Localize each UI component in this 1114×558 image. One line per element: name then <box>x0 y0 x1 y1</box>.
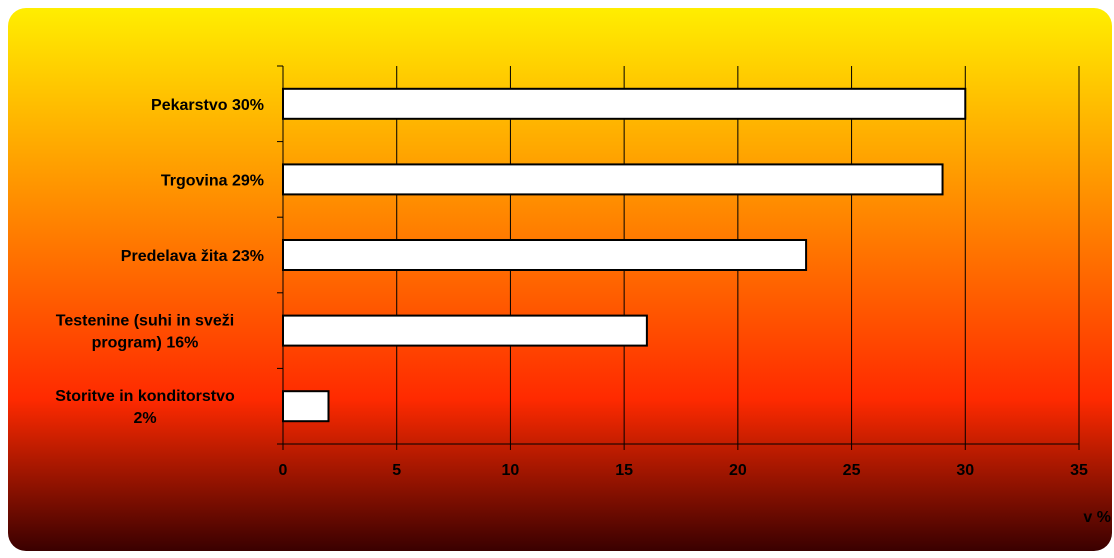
x-tick-label: 35 <box>1070 462 1088 479</box>
x-axis-title: v % <box>1083 509 1111 526</box>
category-label: Predelava žita 23% <box>121 248 264 265</box>
category-label: Testenine (suhi in sveži <box>56 313 234 330</box>
category-labels: Pekarstvo 30% Trgovina 29% Predelava žita … <box>55 97 264 427</box>
category-label: Storitve in konditorstvo <box>55 388 235 405</box>
x-tick-label: 5 <box>392 462 401 479</box>
x-tick-label: 30 <box>956 462 974 479</box>
bar <box>282 314 648 347</box>
bars <box>282 87 967 423</box>
x-tick-labels: 0 5 10 15 20 25 30 35 <box>279 462 1088 479</box>
x-tick-label: 0 <box>279 462 288 479</box>
category-label: program) 16% <box>92 335 199 352</box>
category-label: Pekarstvo 30% <box>151 97 264 114</box>
category-label: 2% <box>133 410 156 427</box>
x-tick-label: 10 <box>502 462 520 479</box>
bar <box>282 163 944 196</box>
x-tick-label: 15 <box>615 462 633 479</box>
x-tick-label: 20 <box>729 462 747 479</box>
bar <box>282 87 967 120</box>
x-tick-label: 25 <box>843 462 861 479</box>
bar <box>282 239 808 271</box>
category-label: Trgovina 29% <box>161 172 264 189</box>
bar <box>282 390 330 423</box>
